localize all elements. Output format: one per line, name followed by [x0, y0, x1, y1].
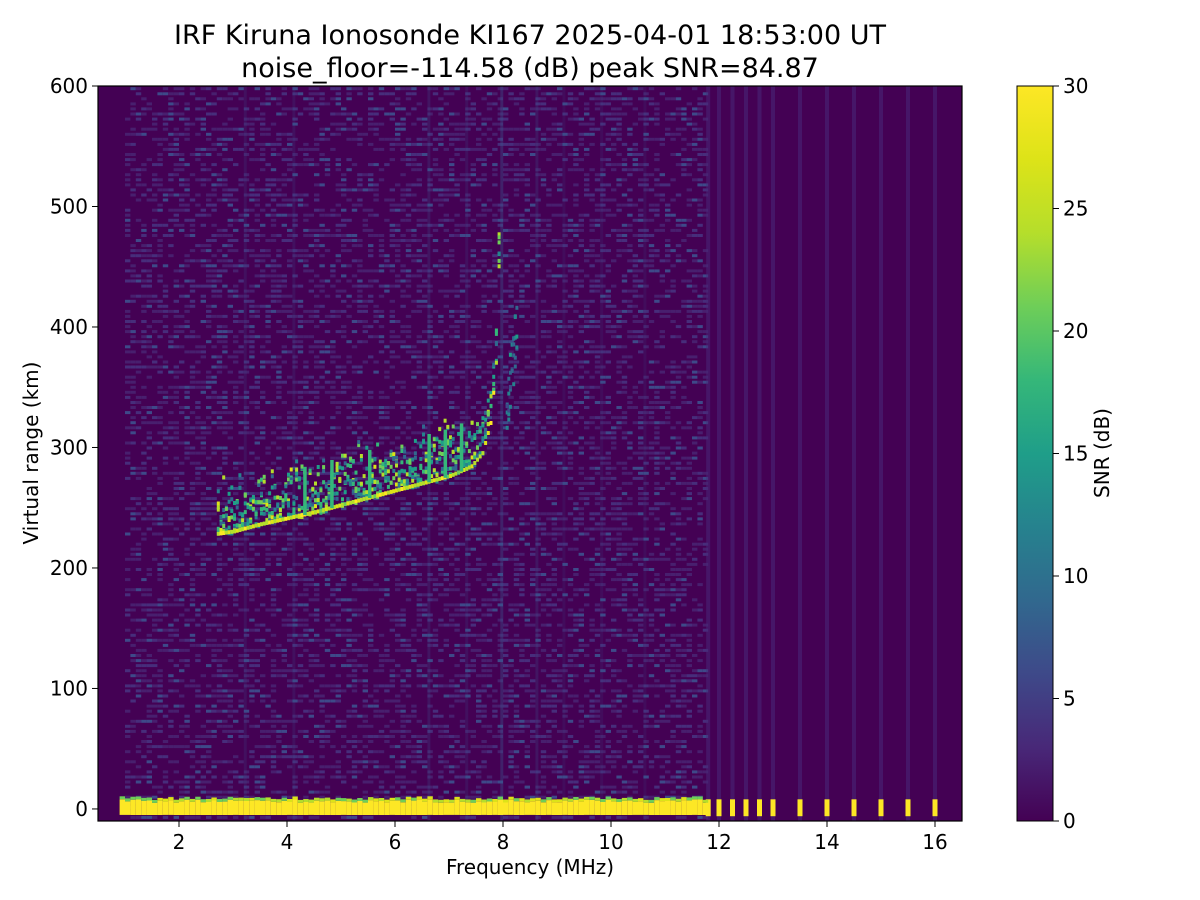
- discrete-frequency-echo: [770, 799, 776, 817]
- x-tick-label: 4: [281, 830, 294, 854]
- discrete-frequency-column: [798, 86, 802, 821]
- discrete-frequency-column: [933, 86, 937, 821]
- y-tick-label: 200: [50, 556, 88, 580]
- discrete-frequency-echo: [905, 799, 911, 817]
- discrete-frequency-column: [906, 86, 910, 821]
- colorbar-tick-label: 0: [1063, 809, 1076, 833]
- colorbar-tick-label: 20: [1063, 319, 1088, 343]
- x-tick-label: 2: [173, 830, 186, 854]
- x-axis-label: Frequency (MHz): [446, 855, 614, 879]
- colorbar-tick-label: 30: [1063, 74, 1088, 98]
- colorbar: [1016, 85, 1054, 822]
- colorbar-label: SNR (dB): [1090, 408, 1114, 498]
- y-tick-label: 100: [50, 676, 88, 700]
- o-mode-trace: [216, 232, 501, 536]
- y-tick-label: 600: [50, 74, 88, 98]
- chart-title: IRF Kiruna Ionosonde KI167 2025-04-01 18…: [174, 20, 887, 51]
- discrete-frequency-echo: [878, 799, 884, 817]
- colorbar-tick-label: 25: [1063, 197, 1088, 221]
- discrete-frequency-echo: [824, 799, 830, 817]
- colorbar-tick-label: 5: [1063, 687, 1076, 711]
- colorbar-tick-label: 10: [1063, 564, 1088, 588]
- x-tick-label: 8: [497, 830, 510, 854]
- y-axis-label: Virtual range (km): [19, 362, 43, 545]
- x-mode-trace: [505, 305, 519, 430]
- x-tick-label: 14: [814, 830, 839, 854]
- discrete-frequency-echo: [730, 799, 735, 817]
- discrete-frequency-column: [730, 86, 735, 821]
- transmitter-band: [119, 796, 709, 815]
- discrete-frequency-column: [706, 86, 711, 821]
- discrete-frequency-column: [879, 86, 883, 821]
- discrete-frequency-column: [744, 86, 748, 821]
- x-tick-label: 16: [922, 830, 947, 854]
- chart-subtitle: noise_floor=-114.58 (dB) peak SNR=84.87: [241, 53, 819, 84]
- discrete-frequency-column: [717, 86, 721, 821]
- discrete-frequency-echo: [716, 799, 722, 817]
- y-tick-label: 0: [75, 797, 88, 821]
- y-tick-label: 300: [50, 435, 88, 459]
- y-tick-label: 400: [50, 315, 88, 339]
- discrete-frequency-echo: [797, 799, 803, 817]
- discrete-frequency-column: [757, 86, 762, 821]
- noise-speckle: [125, 87, 709, 819]
- discrete-frequency-columns: [705, 86, 938, 821]
- colorbar-tick-label: 15: [1063, 442, 1088, 466]
- x-tick-label: 6: [389, 830, 402, 854]
- x-tick-label: 10: [598, 830, 623, 854]
- discrete-frequency-echo: [851, 799, 857, 817]
- discrete-frequency-column: [852, 86, 856, 821]
- x-tick-label: 12: [706, 830, 731, 854]
- discrete-frequency-column: [825, 86, 829, 821]
- discrete-frequency-echo: [932, 799, 938, 817]
- discrete-frequency-echo: [757, 799, 762, 817]
- y-tick-label: 500: [50, 194, 88, 218]
- plot-frame: [97, 85, 963, 822]
- discrete-frequency-column: [771, 86, 775, 821]
- discrete-frequency-echo: [743, 799, 749, 817]
